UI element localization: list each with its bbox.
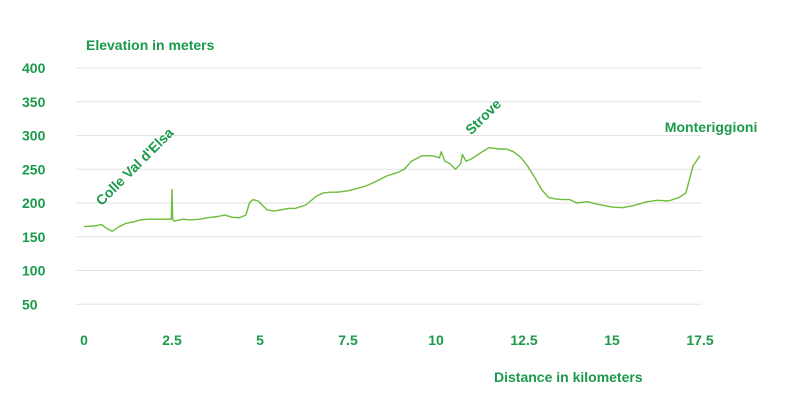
x-tick-label: 10 [428, 332, 444, 348]
y-tick-label: 100 [22, 263, 46, 279]
x-tick-labels: 0 2.5 5 7.5 10 12.5 15 17.5 [80, 332, 714, 348]
x-tick-label: 5 [256, 332, 264, 348]
x-tick-label: 12.5 [510, 332, 537, 348]
place-label: Colle Val d'Elsa [92, 124, 176, 208]
y-tick-label: 350 [22, 94, 46, 110]
series-lines [83, 146, 701, 233]
grid-lines [76, 67, 702, 305]
x-tick-label: 7.5 [338, 332, 358, 348]
x-tick-label: 15 [604, 332, 620, 348]
y-tick-labels: 400 350 300 250 200 150 100 50 [22, 60, 46, 312]
x-tick-label: 2.5 [162, 332, 182, 348]
y-tick-label: 250 [22, 161, 46, 177]
y-tick-label: 150 [22, 229, 46, 245]
x-tick-label: 0 [80, 332, 88, 348]
place-label: Monteriggioni [665, 119, 758, 135]
y-tick-label: 400 [22, 60, 46, 76]
y-axis-label: Elevation in meters [86, 37, 215, 53]
x-axis-label: Distance in kilometers [494, 369, 643, 385]
y-tick-label: 300 [22, 128, 46, 144]
elevation-line [83, 146, 701, 233]
x-tick-label: 17.5 [686, 332, 713, 348]
y-tick-label: 50 [22, 296, 38, 312]
y-tick-label: 200 [22, 195, 46, 211]
